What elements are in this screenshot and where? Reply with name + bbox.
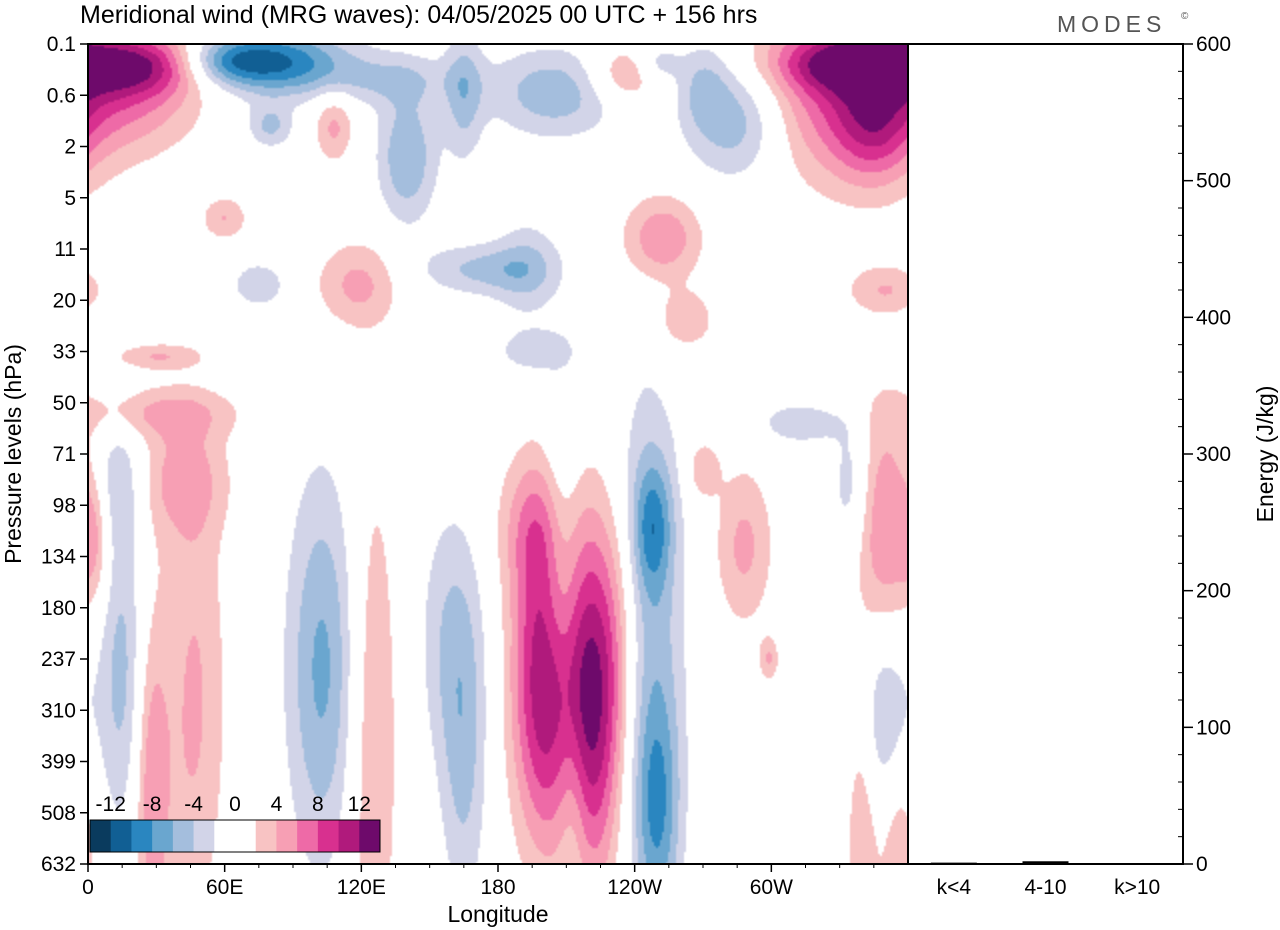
heatmap-panel: -12 -8 -4 0 4 8 12 0 60E 120E 180 120W 60W 0.1 0.6 2 5… bbox=[0, 33, 909, 927]
y-tick-label: 0.1 bbox=[47, 33, 76, 56]
energy-bar bbox=[1114, 864, 1161, 865]
colorbar-frame bbox=[89, 819, 381, 853]
colorbar-swatch bbox=[131, 820, 153, 852]
colorbar-label: -4 bbox=[184, 793, 203, 816]
colorbar-swatch bbox=[255, 820, 277, 852]
x-tick-label: 0 bbox=[82, 876, 94, 899]
colorbar-swatch bbox=[172, 820, 195, 852]
colorbar-label: -8 bbox=[143, 793, 162, 816]
y-tick-label: 33 bbox=[53, 341, 76, 364]
colorbar-swatch bbox=[297, 820, 319, 852]
colorbar-label: 8 bbox=[312, 793, 324, 816]
colorbar-label: 12 bbox=[348, 793, 371, 816]
y-tick-label: 50 bbox=[53, 392, 76, 415]
y-tick-label: 71 bbox=[53, 443, 76, 466]
energy-tick-label: 0 bbox=[1196, 853, 1208, 876]
wind-contour-field bbox=[88, 44, 908, 864]
y-tick-label: 2 bbox=[64, 136, 76, 159]
x-tick-label: 120W bbox=[607, 876, 662, 899]
energy-axis: 0 100 200 300 400 500 600 bbox=[1178, 33, 1231, 876]
chart-title: Meridional wind (MRG waves): 04/05/2025 … bbox=[80, 1, 757, 29]
energy-tick-label: 100 bbox=[1196, 716, 1231, 739]
y-tick-label: 20 bbox=[53, 289, 76, 312]
y-tick-label: 5 bbox=[64, 187, 76, 210]
x-tick-label: 60E bbox=[206, 876, 243, 899]
colorbar-swatch bbox=[193, 820, 215, 852]
colorbar-swatch bbox=[317, 820, 340, 852]
colorbar-label: 4 bbox=[271, 793, 283, 816]
copyright-mark: © bbox=[1181, 11, 1189, 22]
colorbar-swatch bbox=[90, 820, 112, 852]
longitude-axis: 0 60E 120E 180 120W 60W bbox=[82, 864, 875, 899]
energy-category-label: 4-10 bbox=[1024, 876, 1066, 899]
energy-categories: k<4 4-10 k>10 bbox=[937, 876, 1161, 899]
y-tick-label: 508 bbox=[41, 802, 76, 825]
y-tick-label: 134 bbox=[41, 546, 76, 569]
colorbar: -12 -8 -4 0 4 8 12 bbox=[89, 793, 381, 853]
energy-panel: 0 100 200 300 400 500 600 k<4 4-10 k>10 Energy (… bbox=[907, 33, 1278, 899]
energy-tick-label: 500 bbox=[1196, 170, 1231, 193]
energy-tick-label: 300 bbox=[1196, 443, 1231, 466]
y-tick-label: 310 bbox=[41, 699, 76, 722]
y-tick-label: 632 bbox=[41, 853, 76, 876]
colorbar-swatch bbox=[338, 820, 360, 852]
x-axis-label: Longitude bbox=[447, 901, 548, 927]
y-tick-label: 0.6 bbox=[47, 84, 76, 107]
colorbar-swatch bbox=[152, 820, 174, 852]
energy-tick-label: 400 bbox=[1196, 306, 1231, 329]
energy-tick-label: 200 bbox=[1196, 580, 1231, 603]
colorbar-label: -12 bbox=[96, 793, 126, 816]
y-axis-label: Pressure levels (hPa) bbox=[0, 344, 26, 564]
y-tick-label: 11 bbox=[54, 238, 76, 261]
colorbar-label: 0 bbox=[229, 793, 241, 816]
energy-frame bbox=[907, 43, 1184, 865]
colorbar-swatch bbox=[359, 820, 381, 852]
x-tick-label: 60W bbox=[750, 876, 793, 899]
pressure-axis: 0.1 0.6 2 5 11 20 33 50 71 98 134 180 237 310 399 508 63… bbox=[41, 33, 88, 876]
colorbar-swatch bbox=[276, 820, 298, 852]
energy-bar bbox=[1022, 861, 1069, 864]
y-tick-label: 98 bbox=[53, 494, 76, 517]
y-tick-label: 180 bbox=[41, 597, 76, 620]
energy-bar bbox=[930, 862, 977, 864]
y-tick-label: 237 bbox=[41, 648, 76, 671]
x-tick-label: 180 bbox=[480, 876, 515, 899]
x-tick-label: 120E bbox=[337, 876, 386, 899]
y-tick-label: 399 bbox=[41, 751, 76, 774]
colorbar-swatch bbox=[235, 820, 257, 852]
energy-tick-label: 600 bbox=[1196, 33, 1231, 56]
energy-bars bbox=[930, 861, 1161, 865]
energy-axis-label: Energy (J/kg) bbox=[1252, 386, 1278, 523]
modes-logo: MODES bbox=[1057, 11, 1166, 37]
colorbar-swatch bbox=[110, 820, 132, 852]
colorbar-swatch bbox=[214, 820, 236, 852]
energy-category-label: k>10 bbox=[1114, 876, 1160, 899]
energy-category-label: k<4 bbox=[937, 876, 972, 899]
